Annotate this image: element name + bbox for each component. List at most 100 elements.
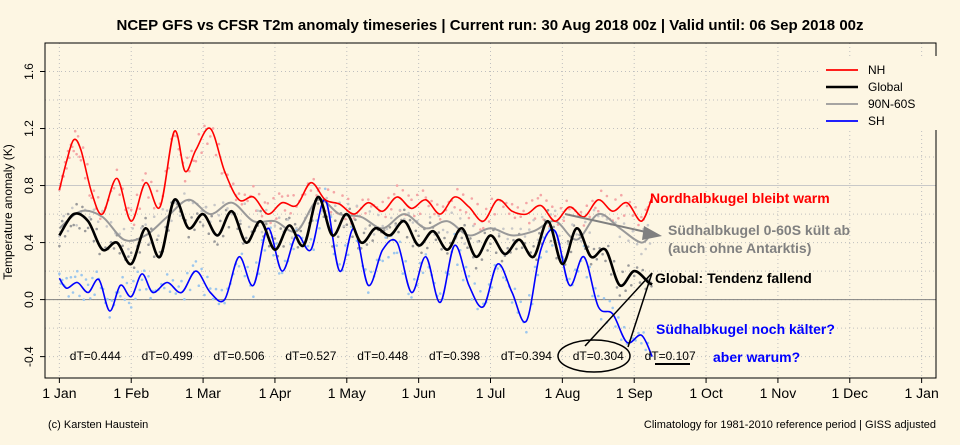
legend-label-nh: NH [868, 63, 885, 77]
scatter-point-nh [516, 206, 520, 209]
scatter-point-global [486, 249, 489, 252]
scatter-point-sh [510, 301, 514, 304]
scatter-point-nh [272, 196, 275, 200]
scatter-point-sh [346, 253, 350, 257]
annotation-global: Global: Tendenz fallend [655, 270, 812, 286]
scatter-point-sh [551, 244, 554, 247]
scatter-point-global [466, 246, 469, 249]
scatter-point-90n-60s [127, 247, 130, 251]
scatter-point-nh [433, 212, 436, 216]
scatter-point-90n-60s [148, 241, 152, 245]
scatter-point-90n-60s [256, 209, 260, 212]
scatter-point-nh [502, 205, 505, 209]
scatter-point-nh [246, 199, 249, 203]
scatter-point-global [60, 219, 64, 223]
legend-label-sh: SH [868, 114, 885, 128]
scatter-point-90n-60s [96, 220, 100, 223]
scatter-point-global [92, 239, 96, 243]
scatter-point-nh [303, 193, 307, 196]
scatter-point-nh [591, 199, 594, 203]
scatter-point-global [193, 228, 196, 232]
scatter-point-sh [183, 298, 186, 301]
dt-label: dT=0.506 [213, 349, 264, 363]
scatter-point-global [296, 246, 300, 249]
scatter-point-90n-60s [75, 224, 78, 227]
scatter-point-global [98, 252, 101, 256]
scatter-point-nh [209, 135, 212, 138]
annotations: Nordhalbkugel bleibt warm Südhalbkugel 0… [557, 190, 850, 373]
scatter-point-sh [91, 276, 94, 280]
scatter-point-sh [214, 287, 218, 291]
global-pointer-line-1 [584, 272, 653, 347]
scatter-point-90n-60s [101, 209, 104, 213]
scatter-point-global [354, 218, 357, 222]
scatter-point-nh [96, 196, 100, 199]
scatter-point-global [403, 208, 406, 212]
scatter-point-90n-60s [183, 192, 186, 195]
scatter-point-nh [194, 159, 198, 163]
scatter-point-sh [283, 259, 287, 263]
scatter-point-sh [421, 271, 425, 275]
scatter-point-sh [200, 267, 203, 271]
scatter-point-global [641, 268, 645, 272]
scatter-point-nh [421, 189, 425, 192]
scatter-point-sh [277, 272, 281, 275]
scatter-point-90n-60s [536, 238, 540, 242]
scatter-point-global [569, 250, 573, 254]
scatter-point-global [121, 244, 124, 248]
scatter-point-sh [132, 279, 135, 283]
x-tick-label: 1 Jan [42, 385, 76, 401]
scatter-point-nh [562, 219, 566, 223]
scatter-point-global [529, 251, 532, 254]
scatter-point-sh [585, 275, 589, 279]
scatter-point-nh [211, 127, 215, 130]
scatter-point-sh [119, 294, 122, 298]
scatter-point-global [446, 252, 449, 255]
scatter-point-sh [323, 187, 327, 191]
scatter-point-global [190, 216, 193, 219]
scatter-point-global [609, 273, 613, 276]
scatter-point-sh [407, 292, 410, 296]
scatter-point-nh [243, 193, 247, 196]
scatter-point-nh [144, 172, 147, 175]
scatter-point-90n-60s [260, 230, 264, 234]
scatter-point-sh [82, 298, 86, 302]
scatter-point-global [58, 244, 61, 248]
scatter-point-sh [206, 275, 209, 279]
scatter-point-nh [280, 195, 284, 198]
scatter-point-sh [243, 274, 247, 278]
scatter-point-sh [637, 331, 640, 335]
scatter-point-90n-60s [441, 228, 445, 232]
scatter-point-sh [95, 270, 98, 274]
scatter-point-nh [232, 182, 235, 185]
scatter-point-90n-60s [463, 242, 466, 245]
scatter-point-sh [86, 283, 90, 287]
scatter-point-global [426, 246, 429, 250]
scatter-point-sh [513, 287, 517, 291]
scatter-point-global [595, 258, 599, 261]
chart-title: NCEP GFS vs CFSR T2m anomaly timeseries … [117, 17, 864, 34]
scatter-point-sh [272, 254, 275, 257]
scatter-point-90n-60s [519, 227, 522, 231]
scatter-point-90n-60s [385, 227, 389, 231]
scatter-point-sh [180, 279, 183, 283]
x-tick-label: 1 Jan [905, 385, 939, 401]
scatter-point-nh [92, 189, 96, 192]
scatter-point-global [279, 227, 283, 230]
scatter-point-90n-60s [579, 239, 583, 243]
scatter-point-global [81, 205, 84, 209]
scatter-point-nh [470, 197, 474, 200]
scatter-point-90n-60s [217, 214, 221, 217]
scatter-point-sh [473, 282, 477, 285]
scatter-point-global [316, 202, 320, 205]
scatter-point-sh [617, 316, 620, 319]
scatter-point-sh [163, 286, 166, 290]
scatter-point-global [388, 226, 392, 229]
scatter-point-global [397, 230, 400, 234]
scatter-point-nh [461, 193, 465, 196]
scatter-point-90n-60s [277, 216, 281, 219]
scatter-point-sh [136, 270, 139, 274]
y-tick-label: 0.8 [22, 177, 36, 194]
scatter-point-sh [269, 226, 272, 229]
